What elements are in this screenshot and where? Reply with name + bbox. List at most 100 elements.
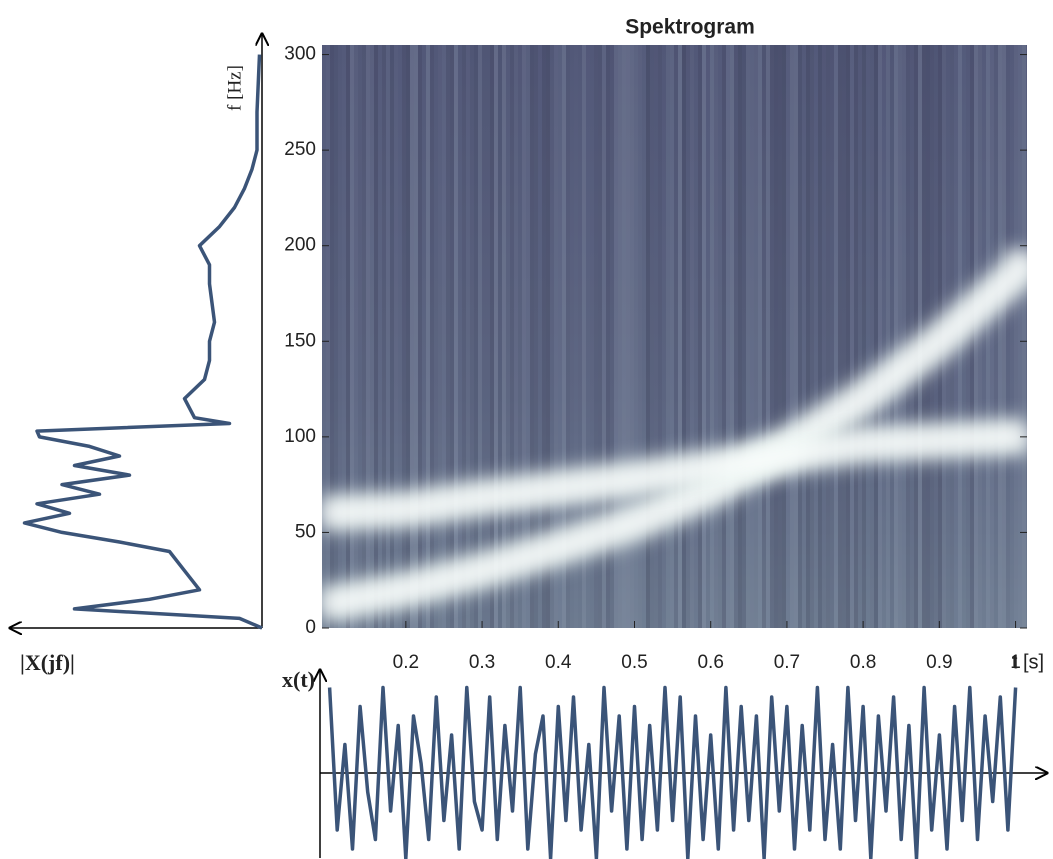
x-tick-label: 0.2 (393, 652, 419, 673)
texture-stripe (446, 45, 450, 628)
texture-stripe (678, 45, 682, 628)
texture-stripe (426, 45, 430, 628)
x-tick-label: 0.8 (850, 652, 876, 673)
texture-stripe (526, 45, 530, 628)
texture-stripe (818, 45, 822, 628)
texture-stripe (530, 45, 534, 628)
texture-stripe (478, 45, 482, 628)
ridge (322, 428, 1027, 520)
texture-stripe (414, 45, 418, 628)
texture-stripe (654, 45, 658, 628)
chart-title: Spektrogram (625, 16, 755, 39)
texture-stripe (402, 45, 406, 628)
texture-stripe (730, 45, 734, 628)
texture-stripe (562, 45, 566, 628)
texture-stripe (686, 45, 690, 628)
texture-stripe (514, 45, 518, 628)
texture-stripe (386, 45, 390, 628)
texture-stripe (854, 45, 858, 628)
spectrum-line (22, 54, 263, 630)
texture-stripe (362, 45, 366, 628)
x-tick-label: 0.4 (545, 652, 572, 673)
texture-stripe (510, 45, 514, 628)
texture-stripe (626, 45, 630, 628)
texture-stripe (766, 45, 770, 628)
texture-stripe (866, 45, 870, 628)
y-tick-label: 250 (284, 139, 316, 160)
texture-stripe (838, 45, 842, 628)
texture-stripe (582, 45, 586, 628)
texture-stripe (338, 45, 342, 628)
texture-stripe (422, 45, 426, 628)
texture-stripe (974, 45, 978, 628)
texture-stripe (382, 45, 386, 628)
texture-stripe (450, 45, 454, 628)
ridge (322, 252, 1027, 612)
texture-stripe (1026, 45, 1030, 628)
texture-stripe (858, 45, 862, 628)
signal-line (327, 685, 1018, 859)
texture-stripe (430, 45, 434, 628)
texture-stripe (722, 45, 726, 628)
texture-stripe (398, 45, 402, 628)
texture-stripe (486, 45, 490, 628)
texture-stripe (454, 45, 458, 628)
texture-stripe (674, 45, 678, 628)
texture-stripe (406, 45, 410, 628)
texture-stripe (498, 45, 502, 628)
texture-stripe (602, 45, 606, 628)
texture-stripe (418, 45, 422, 628)
magnitude-axis-label: |X(jf)| (20, 650, 75, 675)
texture-stripe (670, 45, 674, 628)
texture-stripe (494, 45, 498, 628)
texture-stripe (594, 45, 598, 628)
f-axis-label: f [Hz] (224, 65, 245, 111)
texture-stripe (778, 45, 782, 628)
texture-stripe (1018, 45, 1022, 628)
texture-stripe (410, 45, 414, 628)
texture-stripe (770, 45, 774, 628)
texture-stripe (506, 45, 510, 628)
texture-stripe (774, 45, 778, 628)
texture-stripe (786, 45, 790, 628)
texture-stripe (438, 45, 442, 628)
texture-stripe (910, 45, 914, 628)
texture-stripe (846, 45, 850, 628)
texture-stripe (826, 45, 830, 628)
texture-stripe (870, 45, 874, 628)
texture-stripe (326, 45, 330, 628)
texture-stripe (610, 45, 614, 628)
texture-stripe (1006, 45, 1010, 628)
texture-stripe (738, 45, 742, 628)
texture-stripe (754, 45, 758, 628)
texture-stripe (490, 45, 494, 628)
texture-stripe (758, 45, 762, 628)
texture-stripe (822, 45, 826, 628)
texture-stripe (522, 45, 526, 628)
spectrogram-background (322, 45, 1027, 628)
texture-stripe (434, 45, 438, 628)
texture-stripe (502, 45, 506, 628)
texture-stripe (794, 45, 798, 628)
texture-stripe (982, 45, 986, 628)
texture-stripe (878, 45, 882, 628)
texture-stripe (366, 45, 370, 628)
texture-stripe (558, 45, 562, 628)
texture-stripe (790, 45, 794, 628)
texture-stripe (646, 45, 650, 628)
texture-stripe (814, 45, 818, 628)
texture-stripe (986, 45, 990, 628)
texture-stripe (666, 45, 670, 628)
texture-stripe (842, 45, 846, 628)
texture-stripe (358, 45, 362, 628)
texture-stripe (630, 45, 634, 628)
texture-stripe (650, 45, 654, 628)
texture-stripe (342, 45, 346, 628)
texture-stripe (998, 45, 1002, 628)
x-axis-label: t [s] (1012, 651, 1044, 673)
texture-stripe (474, 45, 478, 628)
texture-stripe (566, 45, 570, 628)
texture-stripe (978, 45, 982, 628)
texture-stripe (890, 45, 894, 628)
texture-stripe (698, 45, 702, 628)
